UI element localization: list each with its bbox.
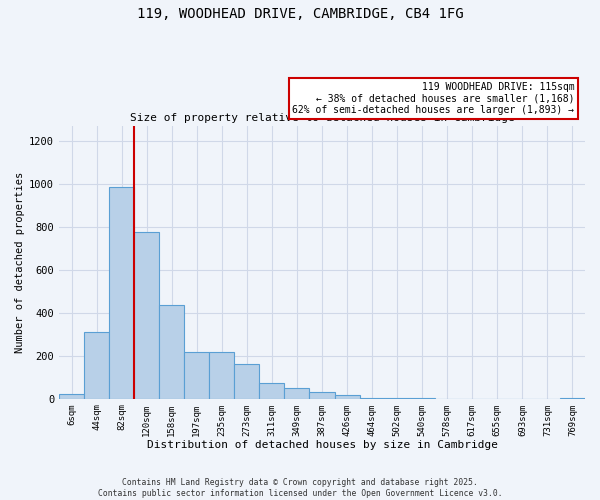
Bar xyxy=(259,382,284,398)
Text: 119 WOODHEAD DRIVE: 115sqm
← 38% of detached houses are smaller (1,168)
62% of s: 119 WOODHEAD DRIVE: 115sqm ← 38% of deta… xyxy=(292,82,574,115)
Bar xyxy=(310,392,335,398)
Bar xyxy=(284,388,310,398)
Bar xyxy=(159,305,184,398)
Y-axis label: Number of detached properties: Number of detached properties xyxy=(15,172,25,353)
Bar xyxy=(59,394,84,398)
Bar xyxy=(209,352,235,399)
X-axis label: Distribution of detached houses by size in Cambridge: Distribution of detached houses by size … xyxy=(146,440,497,450)
Bar xyxy=(84,332,109,398)
Bar xyxy=(335,396,359,398)
Text: Contains HM Land Registry data © Crown copyright and database right 2025.
Contai: Contains HM Land Registry data © Crown c… xyxy=(98,478,502,498)
Text: 119, WOODHEAD DRIVE, CAMBRIDGE, CB4 1FG: 119, WOODHEAD DRIVE, CAMBRIDGE, CB4 1FG xyxy=(137,8,463,22)
Bar xyxy=(109,187,134,398)
Bar xyxy=(235,364,259,398)
Bar xyxy=(184,352,209,399)
Title: Size of property relative to detached houses in Cambridge: Size of property relative to detached ho… xyxy=(130,114,514,124)
Bar xyxy=(134,232,159,398)
